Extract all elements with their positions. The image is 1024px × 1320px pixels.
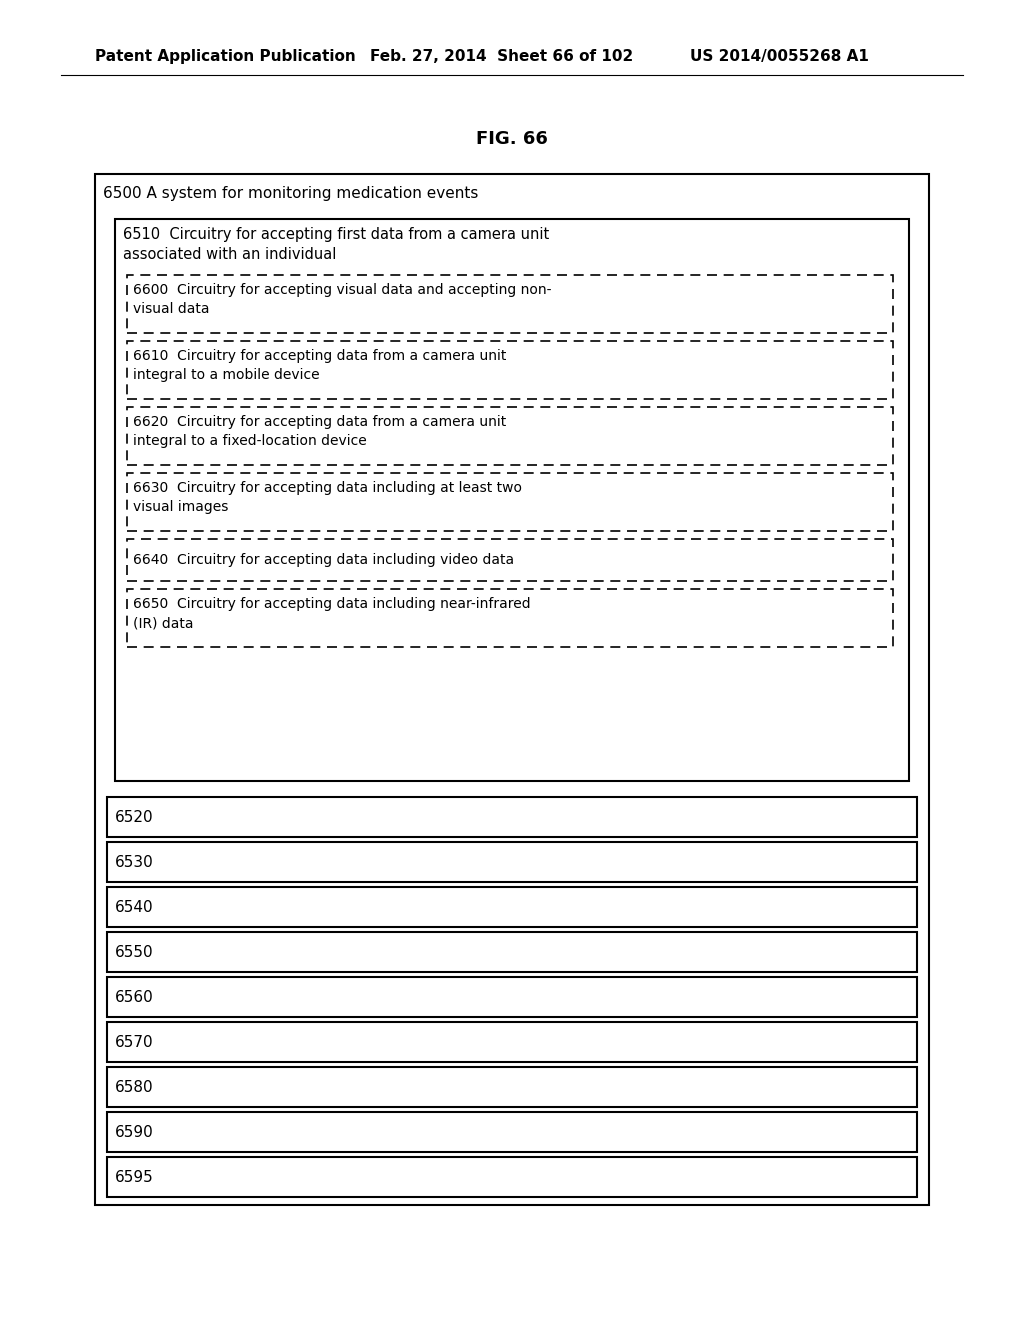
Bar xyxy=(127,540,893,581)
Text: 6530: 6530 xyxy=(116,854,154,870)
Bar xyxy=(116,219,908,781)
Text: Feb. 27, 2014  Sheet 66 of 102: Feb. 27, 2014 Sheet 66 of 102 xyxy=(370,49,633,65)
Text: integral to a fixed-location device: integral to a fixed-location device xyxy=(133,434,367,449)
Bar xyxy=(127,342,893,399)
Bar xyxy=(108,842,916,882)
Text: visual images: visual images xyxy=(133,500,228,515)
Text: 6590: 6590 xyxy=(116,1125,154,1139)
Bar xyxy=(108,1113,916,1152)
Bar xyxy=(108,977,916,1018)
Text: 6630  Circuitry for accepting data including at least two: 6630 Circuitry for accepting data includ… xyxy=(133,482,522,495)
Text: 6600  Circuitry for accepting visual data and accepting non-: 6600 Circuitry for accepting visual data… xyxy=(133,284,552,297)
Text: US 2014/0055268 A1: US 2014/0055268 A1 xyxy=(690,49,869,65)
Bar xyxy=(127,276,893,333)
Text: 6500 A system for monitoring medication events: 6500 A system for monitoring medication … xyxy=(103,186,478,201)
Bar xyxy=(108,1158,916,1197)
Text: 6570: 6570 xyxy=(116,1035,154,1049)
Text: 6595: 6595 xyxy=(116,1170,154,1184)
Bar xyxy=(95,174,929,1205)
Bar xyxy=(108,932,916,972)
Text: (IR) data: (IR) data xyxy=(133,616,194,630)
Bar xyxy=(108,1067,916,1107)
Text: 6520: 6520 xyxy=(116,809,154,825)
Text: 6550: 6550 xyxy=(116,945,154,960)
Text: 6650  Circuitry for accepting data including near-infrared: 6650 Circuitry for accepting data includ… xyxy=(133,597,530,611)
Bar xyxy=(127,474,893,531)
Bar xyxy=(127,408,893,465)
Text: visual data: visual data xyxy=(133,302,210,317)
Text: associated with an individual: associated with an individual xyxy=(123,247,337,263)
Text: 6580: 6580 xyxy=(116,1080,154,1094)
Text: FIG. 66: FIG. 66 xyxy=(476,129,548,148)
Text: 6510  Circuitry for accepting first data from a camera unit: 6510 Circuitry for accepting first data … xyxy=(123,227,550,243)
Text: 6620  Circuitry for accepting data from a camera unit: 6620 Circuitry for accepting data from a… xyxy=(133,416,507,429)
Bar xyxy=(108,1022,916,1063)
Text: Patent Application Publication: Patent Application Publication xyxy=(95,49,355,65)
Bar xyxy=(127,589,893,647)
Bar xyxy=(108,797,916,837)
Text: integral to a mobile device: integral to a mobile device xyxy=(133,368,319,383)
Bar xyxy=(108,887,916,927)
Text: 6560: 6560 xyxy=(116,990,154,1005)
Text: 6640  Circuitry for accepting data including video data: 6640 Circuitry for accepting data includ… xyxy=(133,553,514,568)
Text: 6540: 6540 xyxy=(116,900,154,915)
Text: 6610  Circuitry for accepting data from a camera unit: 6610 Circuitry for accepting data from a… xyxy=(133,350,507,363)
